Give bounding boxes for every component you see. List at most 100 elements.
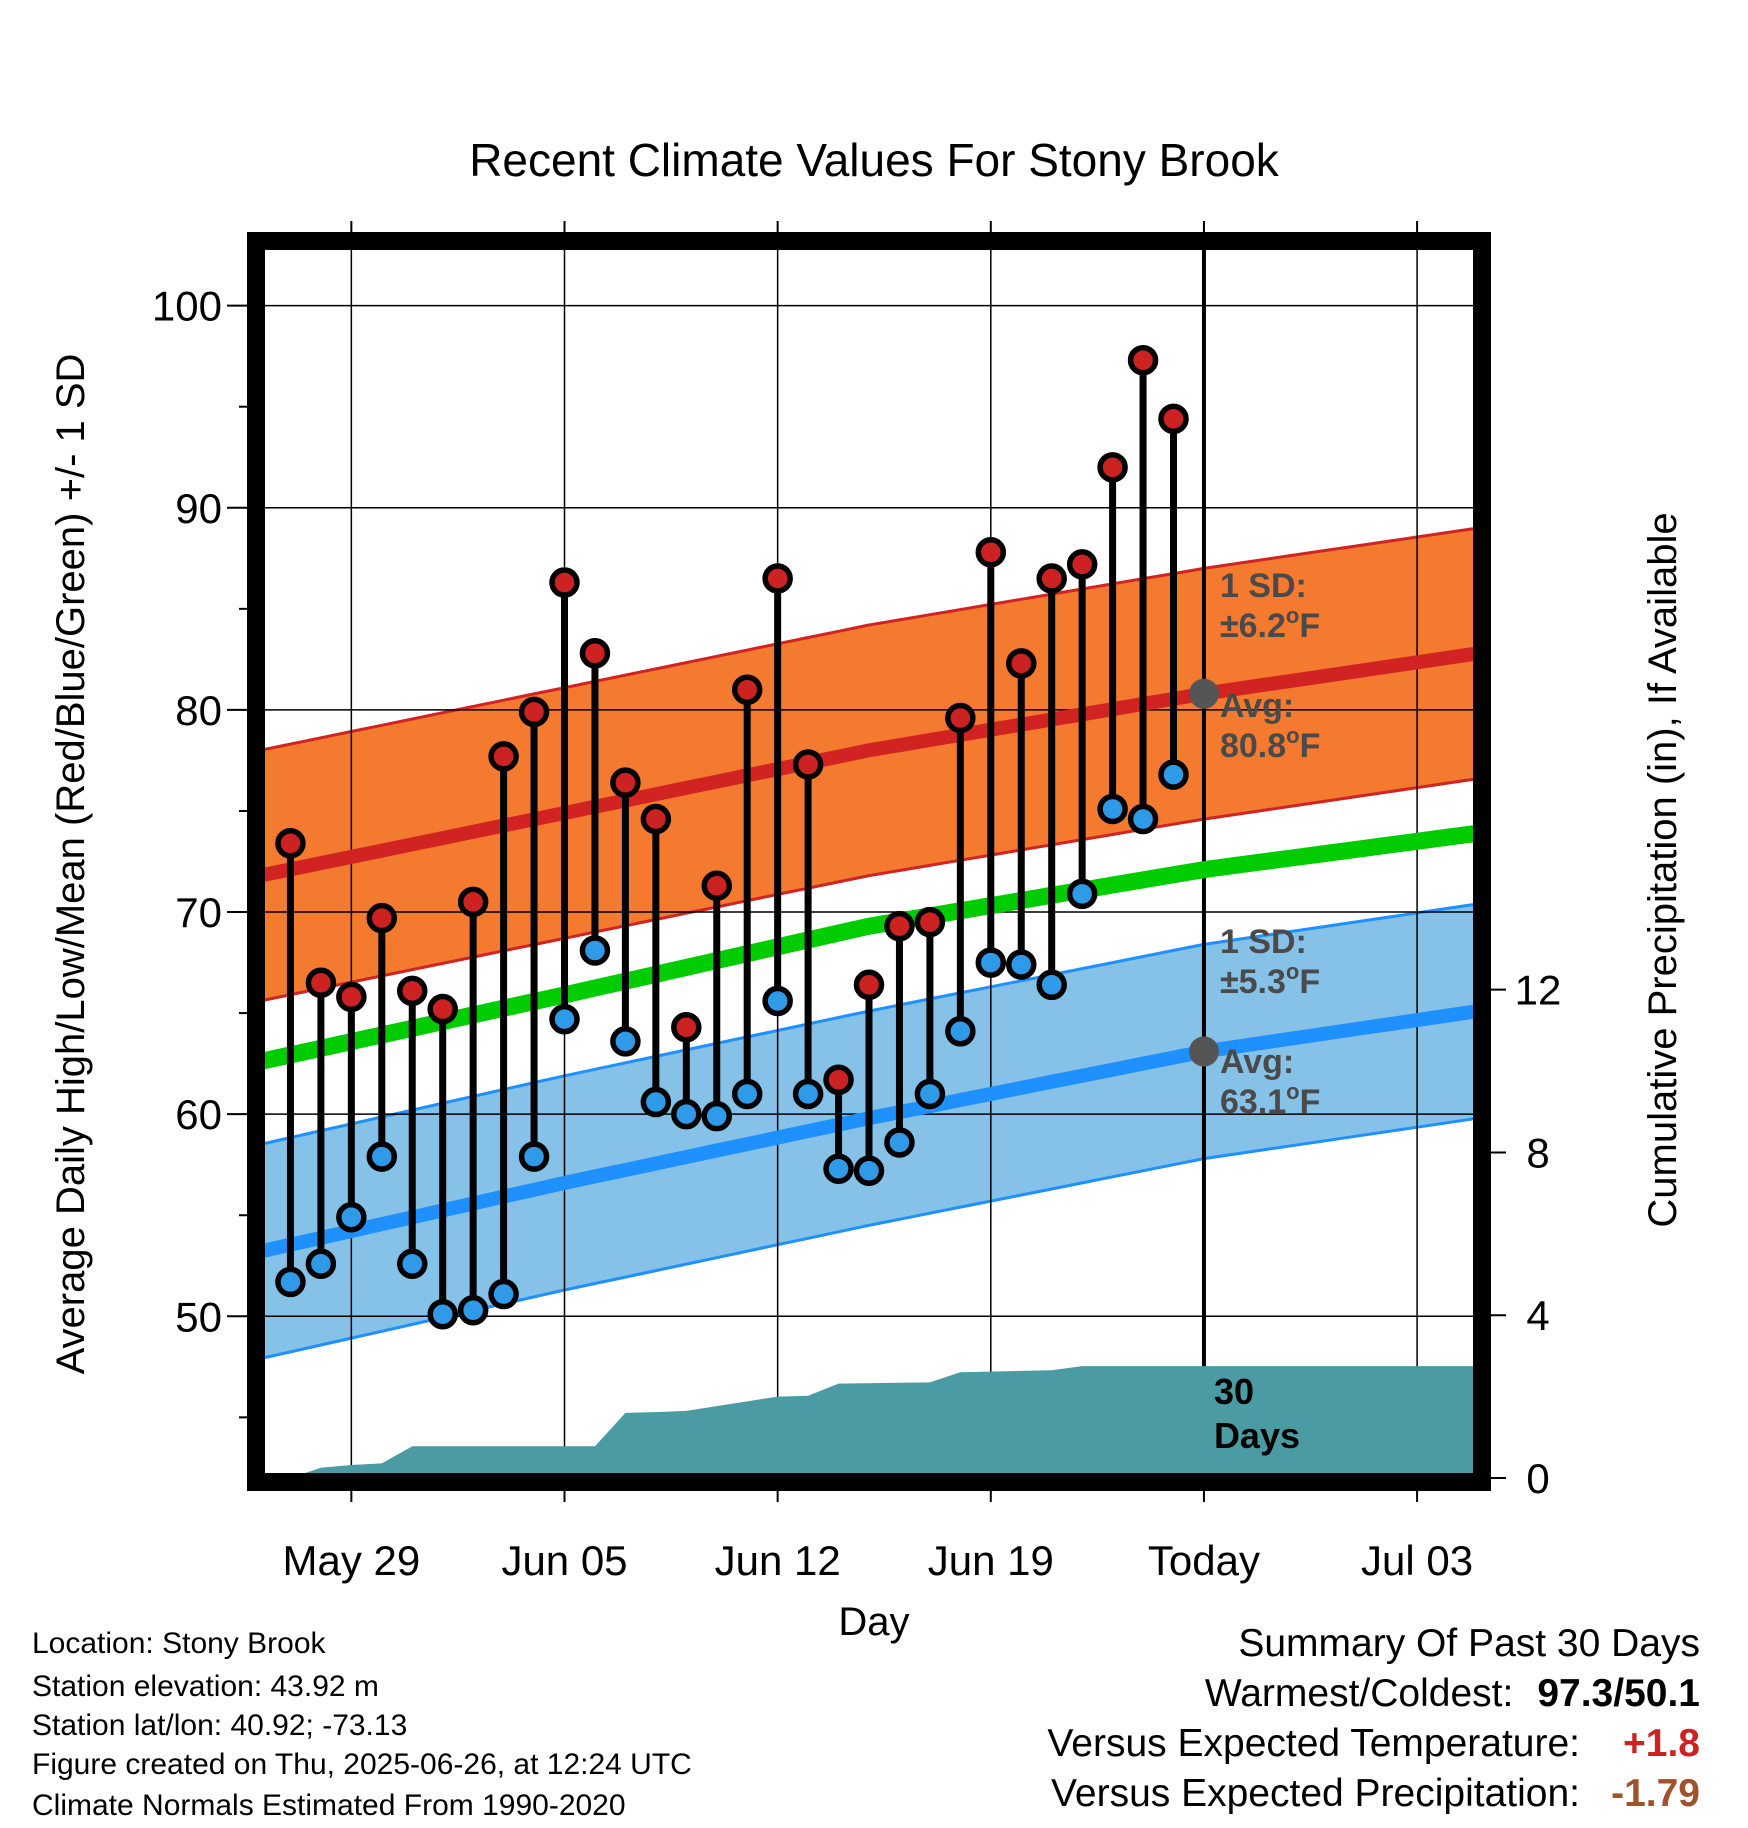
daily-high-point (1066, 549, 1098, 580)
daily-low-point (366, 1141, 398, 1172)
meta-latlon: Station lat/lon: 40.92; -73.13 (32, 1709, 408, 1742)
low-sd-value: ±5.3 (1220, 963, 1286, 1001)
daily-high-point (853, 969, 885, 1001)
daily-low-point (945, 1016, 976, 1047)
unit: F (1299, 607, 1320, 645)
precip-area (260, 1366, 1478, 1478)
daily-low-point (397, 1248, 428, 1279)
daily-low-point (305, 1248, 337, 1279)
high-sd-value: ±6.2 (1220, 607, 1286, 645)
high-sd-band-upper-edge (259, 526, 1479, 752)
daily-low-point (671, 1098, 702, 1130)
x-tick-label: Today (1148, 1537, 1260, 1584)
y-axis-label: Average Daily High/Low/Mean (Red/Blue/Gr… (49, 354, 93, 1375)
y-tick-label: 60 (175, 1091, 222, 1138)
daily-high-point (823, 1064, 854, 1096)
high-sd-band-lower-edge (259, 777, 1479, 1003)
meta-location: Location: Stony Brook (32, 1627, 326, 1660)
y-tick-label: 80 (175, 687, 222, 734)
y2-tick-label: 12 (1515, 967, 1562, 1014)
daily-low-point (1036, 969, 1067, 1001)
daily-high-point (945, 702, 976, 734)
plot-frame (247, 232, 1491, 1491)
low-avg-value: 63.1 (1220, 1083, 1286, 1121)
precip-value: -1.79 (1611, 1772, 1700, 1815)
high-avg-annotation-line-2: 80.8oF (1220, 723, 1320, 765)
daily-low-point (1158, 759, 1189, 790)
daily-high-point (792, 749, 824, 780)
high-avg-line (258, 646, 1480, 883)
daily-high-point (305, 967, 337, 999)
summary-precip: Versus Expected Precipitation: -1.79 (1051, 1772, 1700, 1816)
warm-cold-label: Warmest/Coldest: (1204, 1672, 1514, 1715)
daily-low-point (518, 1141, 550, 1172)
daily-high-point (762, 563, 793, 594)
y2-axis-label: Cumulative Precipitation (in), If Availa… (1641, 512, 1685, 1227)
daily-low-point (579, 935, 611, 966)
daily-low-point (275, 1266, 306, 1298)
temp-label: Versus Expected Temperature: (1047, 1722, 1580, 1765)
x-tick-label: Jun 12 (715, 1537, 841, 1584)
daily-low-point (823, 1153, 854, 1184)
daily-high-point (640, 803, 672, 835)
y2-tick-label: 0 (1526, 1455, 1549, 1502)
daily-low-point (1066, 878, 1098, 910)
daily-low-point (731, 1078, 763, 1110)
meta-created: Figure created on Thu, 2025-06-26, at 12… (32, 1748, 692, 1781)
daily-high-point (427, 993, 458, 1025)
meta-normals: Climate Normals Estimated From 1990-2020 (32, 1789, 626, 1822)
summary-warm-cold: Warmest/Coldest: 97.3/50.1 (1205, 1672, 1700, 1716)
x-tick-label: Jun 05 (501, 1537, 627, 1584)
y-tick-label: 50 (175, 1293, 222, 1340)
meta-elevation: Station elevation: 43.92 m (32, 1670, 379, 1703)
daily-high-point (884, 910, 915, 942)
high-sd-annotation-line-1: 1 SD: (1220, 567, 1307, 605)
daily-low-point (610, 1026, 641, 1057)
y-tick-label: 100 (152, 283, 222, 330)
daily-low-point (884, 1127, 915, 1158)
daily-low-point (762, 985, 793, 1017)
daily-high-point (1158, 403, 1189, 435)
degree-sign: o (1286, 603, 1299, 628)
unit: F (1300, 727, 1321, 765)
daily-low-point (488, 1278, 519, 1310)
daily-low-point (701, 1100, 732, 1132)
daily-low-point (336, 1202, 367, 1233)
daily-high-point (1097, 452, 1128, 483)
daily-high-point (518, 696, 550, 728)
degree-sign: o (1286, 1079, 1299, 1104)
daily-low-point (457, 1294, 489, 1326)
daily-low-point (975, 947, 1007, 978)
x-tick-label: May 29 (282, 1537, 420, 1584)
daily-high-point (457, 886, 489, 918)
warm-cold-value: 97.3/50.1 (1537, 1672, 1700, 1715)
daily-high-point (397, 975, 428, 1007)
daily-high-point (579, 638, 611, 669)
summary-temp: Versus Expected Temperature: +1.8 (1047, 1722, 1700, 1766)
y2-tick-label: 8 (1526, 1129, 1549, 1176)
daily-low-point (1097, 793, 1128, 825)
daily-low-point (1006, 949, 1037, 980)
daily-high-point (488, 741, 519, 772)
unit: F (1299, 963, 1320, 1001)
daily-high-point (1036, 563, 1067, 594)
daily-low-point (549, 1003, 580, 1035)
daily-high-point (671, 1011, 702, 1043)
y-tick-label: 70 (175, 889, 222, 936)
x-tick-label: Jun 19 (928, 1537, 1054, 1584)
daily-low-point (427, 1299, 458, 1330)
daily-high-point (336, 981, 367, 1013)
unit: F (1300, 1083, 1321, 1121)
daily-high-point (366, 902, 398, 934)
daily-low-point (640, 1086, 672, 1118)
temp-value: +1.8 (1623, 1722, 1700, 1765)
daily-high-point (975, 536, 1007, 568)
low-sd-annotation-line-2: ±5.3oF (1220, 959, 1320, 1001)
daily-high-point (549, 567, 580, 598)
daily-low-point (792, 1078, 824, 1110)
period-label-days: Days (1214, 1415, 1300, 1456)
degree-sign: o (1286, 959, 1299, 984)
daily-low-point (914, 1078, 946, 1110)
